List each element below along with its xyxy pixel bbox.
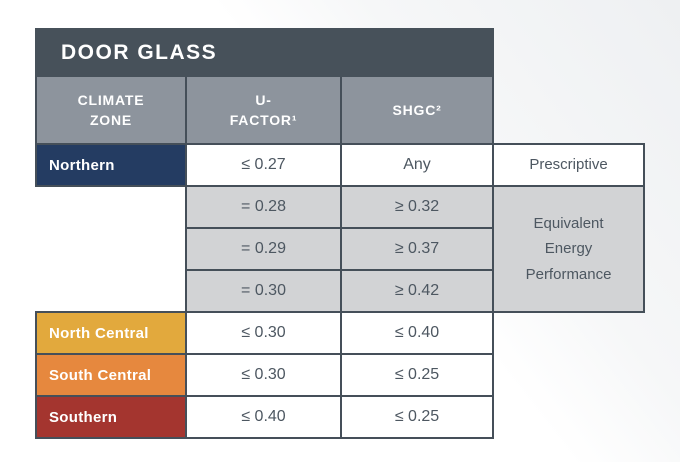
shgc-value: Any xyxy=(339,143,495,187)
row-south-central: South Central ≤ 0.30 ≤ 0.25 xyxy=(35,353,644,397)
spacer-cell xyxy=(493,312,644,354)
spacer-cell xyxy=(493,396,644,438)
spacer-cell xyxy=(36,186,186,228)
u-factor-value: ≤ 0.40 xyxy=(185,395,342,439)
u-factor-value: = 0.29 xyxy=(185,227,342,271)
spacer-cell xyxy=(36,270,186,312)
u-factor-value: ≤ 0.30 xyxy=(185,311,342,355)
spacer-cell xyxy=(493,76,644,144)
title-row: DOOR GLASS xyxy=(34,28,644,77)
shgc-value: ≤ 0.25 xyxy=(339,395,495,439)
row-equivalent-3: = 0.30 ≥ 0.42 xyxy=(36,269,644,313)
column-header-row: CLIMATE ZONE U- FACTOR¹ SHGC² xyxy=(35,75,644,145)
compliance-path-prescriptive: Prescriptive xyxy=(492,143,646,187)
column-header-shgc: SHGC² xyxy=(339,75,495,145)
row-southern: Southern ≤ 0.40 ≤ 0.25 xyxy=(35,395,644,439)
column-header-u-factor: U- FACTOR¹ xyxy=(185,75,342,145)
u-factor-value: ≤ 0.27 xyxy=(185,143,342,187)
row-northern: Northern ≤ 0.27 Any Prescriptive xyxy=(35,143,646,187)
row-equivalent-2: = 0.29 ≥ 0.37 xyxy=(36,227,644,271)
shgc-value: ≤ 0.40 xyxy=(339,311,495,355)
spacer-cell xyxy=(493,29,644,76)
shgc-value: ≥ 0.37 xyxy=(339,227,495,271)
u-factor-value: = 0.28 xyxy=(185,185,342,229)
u-factor-value: ≤ 0.30 xyxy=(185,353,342,397)
zone-cell-northern: Northern xyxy=(35,143,187,187)
shgc-value: ≤ 0.25 xyxy=(339,353,495,397)
zone-cell-north-central: North Central xyxy=(35,311,187,355)
row-north-central: North Central ≤ 0.30 ≤ 0.40 xyxy=(35,311,644,355)
shgc-value: ≥ 0.42 xyxy=(339,269,495,313)
row-equivalent-1: = 0.28 ≥ 0.32 Equivalent Energy Performa… xyxy=(36,185,646,313)
shgc-value: ≥ 0.32 xyxy=(339,185,495,229)
spacer-cell xyxy=(36,228,186,270)
compliance-path-equivalent-energy-performance: Equivalent Energy Performance xyxy=(492,185,646,313)
zone-cell-south-central: South Central xyxy=(35,353,187,397)
u-factor-value: = 0.30 xyxy=(185,269,342,313)
column-header-climate-zone: CLIMATE ZONE xyxy=(35,75,187,145)
door-glass-criteria-table: DOOR GLASS CLIMATE ZONE U- FACTOR¹ SHGC²… xyxy=(34,28,646,439)
zone-cell-southern: Southern xyxy=(35,395,187,439)
table-title: DOOR GLASS xyxy=(34,28,495,77)
spacer-cell xyxy=(493,354,644,396)
